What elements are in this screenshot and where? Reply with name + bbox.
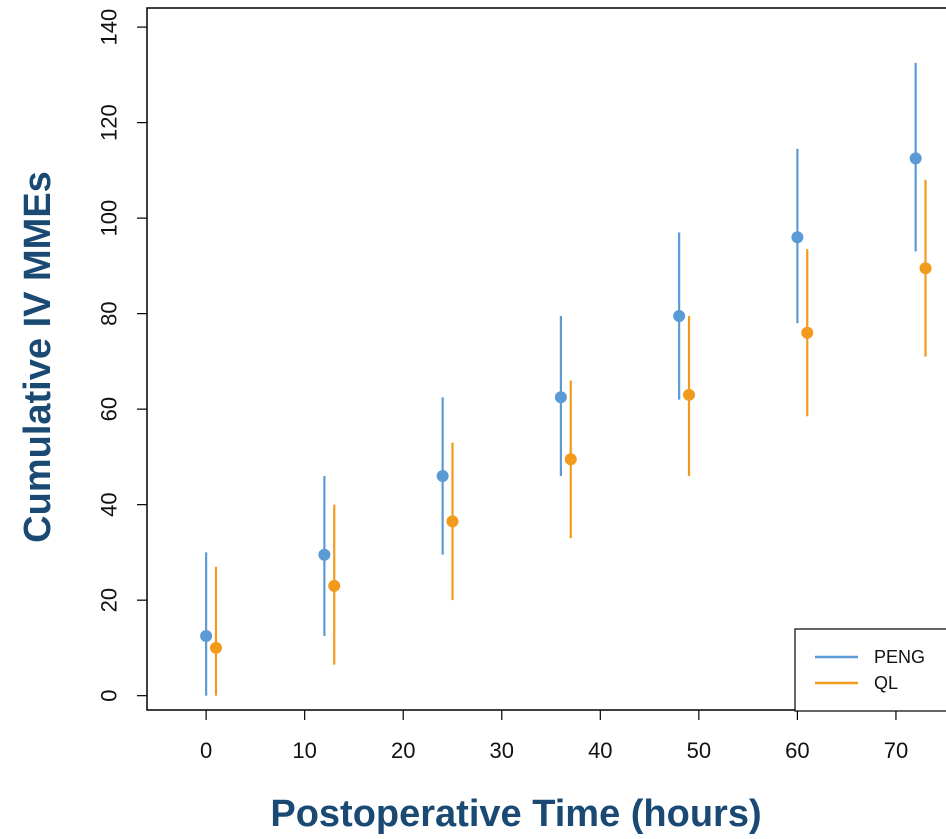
- data-point-peng: [436, 470, 449, 482]
- data-point-ql: [801, 326, 814, 339]
- x-tick-label: 70: [884, 738, 908, 763]
- data-point-peng: [909, 152, 922, 165]
- data-point-peng: [673, 310, 686, 323]
- data-point-ql: [209, 641, 222, 654]
- y-tick-label: 100: [97, 200, 122, 237]
- data-point-ql: [919, 262, 932, 275]
- data-point-ql: [446, 515, 459, 528]
- data-point-ql: [564, 453, 577, 466]
- y-tick-label: 140: [97, 9, 122, 46]
- x-tick-label: 0: [200, 738, 212, 763]
- legend-label-peng: PENG: [874, 647, 925, 667]
- data-point-peng: [318, 548, 331, 561]
- x-axis-title: Postoperative Time (hours): [270, 793, 761, 835]
- y-tick-label: 120: [97, 104, 122, 141]
- x-tick-label: 30: [490, 738, 514, 763]
- data-point-peng: [791, 231, 804, 244]
- y-axis-title: Cumulative IV MMEs: [17, 171, 59, 543]
- legend-box: [794, 628, 946, 712]
- x-tick-label: 20: [391, 738, 415, 763]
- plot-frame: [146, 7, 946, 711]
- x-tick-label: 10: [292, 738, 316, 763]
- y-tick-label: 0: [97, 690, 122, 702]
- data-point-peng: [200, 629, 213, 642]
- x-tick-label: 50: [687, 738, 711, 763]
- y-tick-label: 40: [97, 492, 122, 516]
- y-tick-label: 20: [97, 588, 122, 612]
- data-point-ql: [328, 579, 341, 592]
- data-point-ql: [683, 388, 695, 401]
- x-tick-label: 40: [588, 738, 612, 763]
- y-tick-label: 60: [97, 397, 122, 421]
- y-tick-label: 80: [97, 301, 122, 325]
- legend-label-ql: QL: [874, 673, 898, 693]
- legend: PENG QL: [794, 628, 946, 712]
- data-point-peng: [554, 391, 567, 404]
- x-tick-label: 60: [785, 738, 809, 763]
